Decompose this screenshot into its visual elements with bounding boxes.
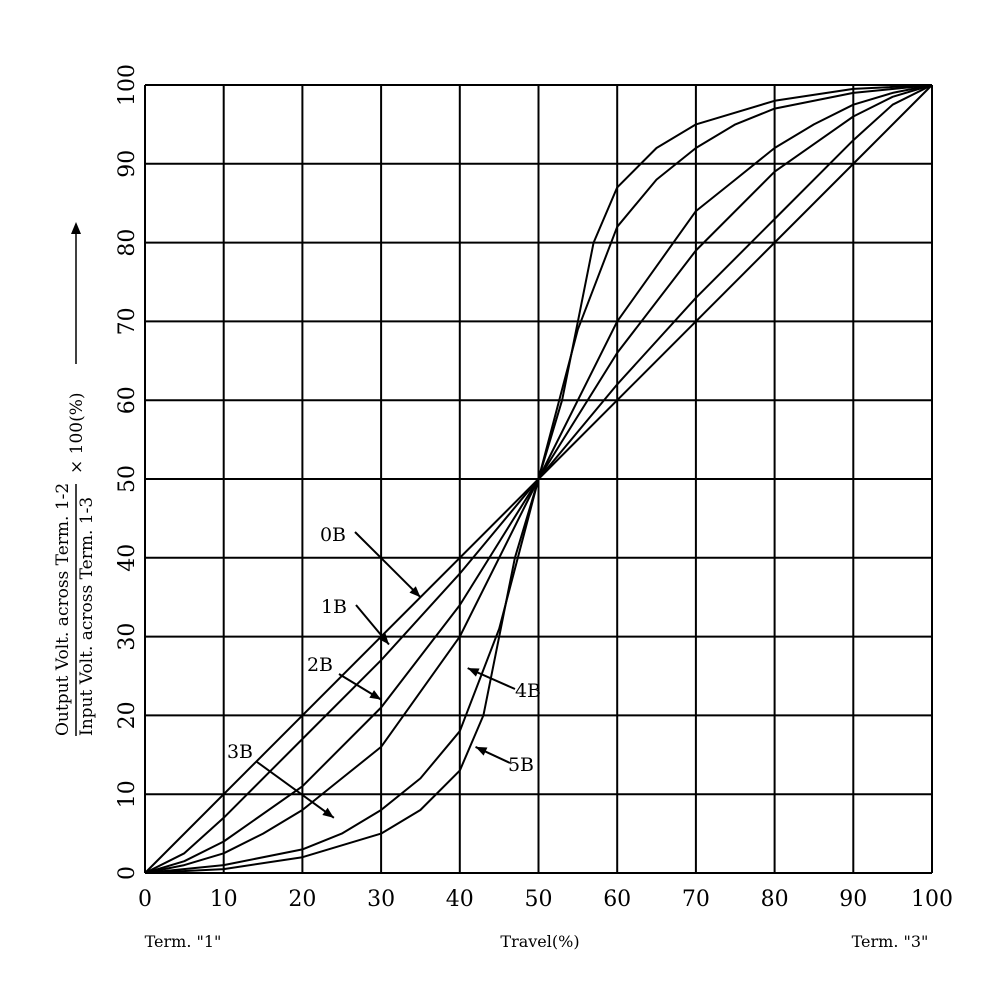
chart-grid	[144, 84, 933, 874]
x-tick-label: 20	[288, 887, 316, 912]
y-axis-label-numerator: Output Volt. across Term. 1-2	[53, 483, 73, 736]
y-tick-label: 0	[115, 866, 140, 880]
y-tick-label: 10	[115, 780, 140, 808]
x-tick-label: 50	[525, 887, 553, 912]
y-tick-label: 20	[115, 701, 140, 729]
annotation-pointer	[354, 531, 422, 598]
annotation-arrowhead-icon	[369, 690, 382, 700]
y-tick-label: 70	[115, 307, 140, 335]
y-tick-label: 80	[115, 229, 140, 257]
x-tick-label: 30	[367, 887, 395, 912]
x-axis-label: Travel(%)	[500, 932, 579, 951]
x-tick-label: 0	[138, 887, 152, 912]
y-tick-label: 30	[115, 623, 140, 651]
series-annotations: 0B 1B 2B 3B 4B 5B	[227, 524, 541, 819]
series-label-0b: 0B	[320, 524, 346, 546]
x-tick-label: 10	[210, 887, 238, 912]
x-tick-label: 100	[911, 887, 953, 912]
series-label-1b: 1B	[321, 596, 347, 618]
x-left-end-label: Term. "1"	[145, 932, 222, 951]
x-right-end-label: Term. "3"	[852, 932, 929, 951]
series-label-2b: 2B	[307, 654, 333, 676]
y-axis-arrow-head-icon	[71, 222, 81, 234]
x-tick-label: 60	[603, 887, 631, 912]
x-tick-label: 90	[839, 887, 867, 912]
x-tick-label: 40	[446, 887, 474, 912]
series-line-5b	[144, 84, 933, 874]
annotation-pointer	[256, 761, 335, 819]
y-tick-label: 100	[115, 64, 140, 106]
x-tick-label: 70	[682, 887, 710, 912]
series-label-5b: 5B	[508, 754, 534, 776]
annotation-arrowhead-icon	[409, 586, 421, 598]
x-tick-label: 80	[761, 887, 789, 912]
annotation-arrowhead-icon	[475, 746, 488, 756]
annotation-arrowhead-icon	[322, 807, 334, 818]
y-axis-label-factor: × 100(%)	[67, 392, 87, 474]
y-axis-label: Output Volt. across Term. 1-2 Input Volt…	[53, 222, 97, 736]
tick-labels: 0 10 20 30 40 50 60 70 80 90 100 0 10 20 30 40 50 60 70 80 9…	[115, 64, 953, 912]
y-axis-label-denominator: Input Volt. across Term. 1-3	[77, 497, 97, 736]
series-label-3b: 3B	[227, 741, 253, 763]
series-label-4b: 4B	[515, 680, 541, 702]
annotation-arrowhead-icon	[378, 633, 389, 645]
y-tick-label: 60	[115, 386, 140, 414]
series-curves	[144, 84, 933, 874]
y-tick-label: 50	[115, 465, 140, 493]
y-tick-label: 90	[115, 150, 140, 178]
y-tick-label: 40	[115, 544, 140, 572]
annotation-arrowhead-icon	[467, 668, 480, 677]
